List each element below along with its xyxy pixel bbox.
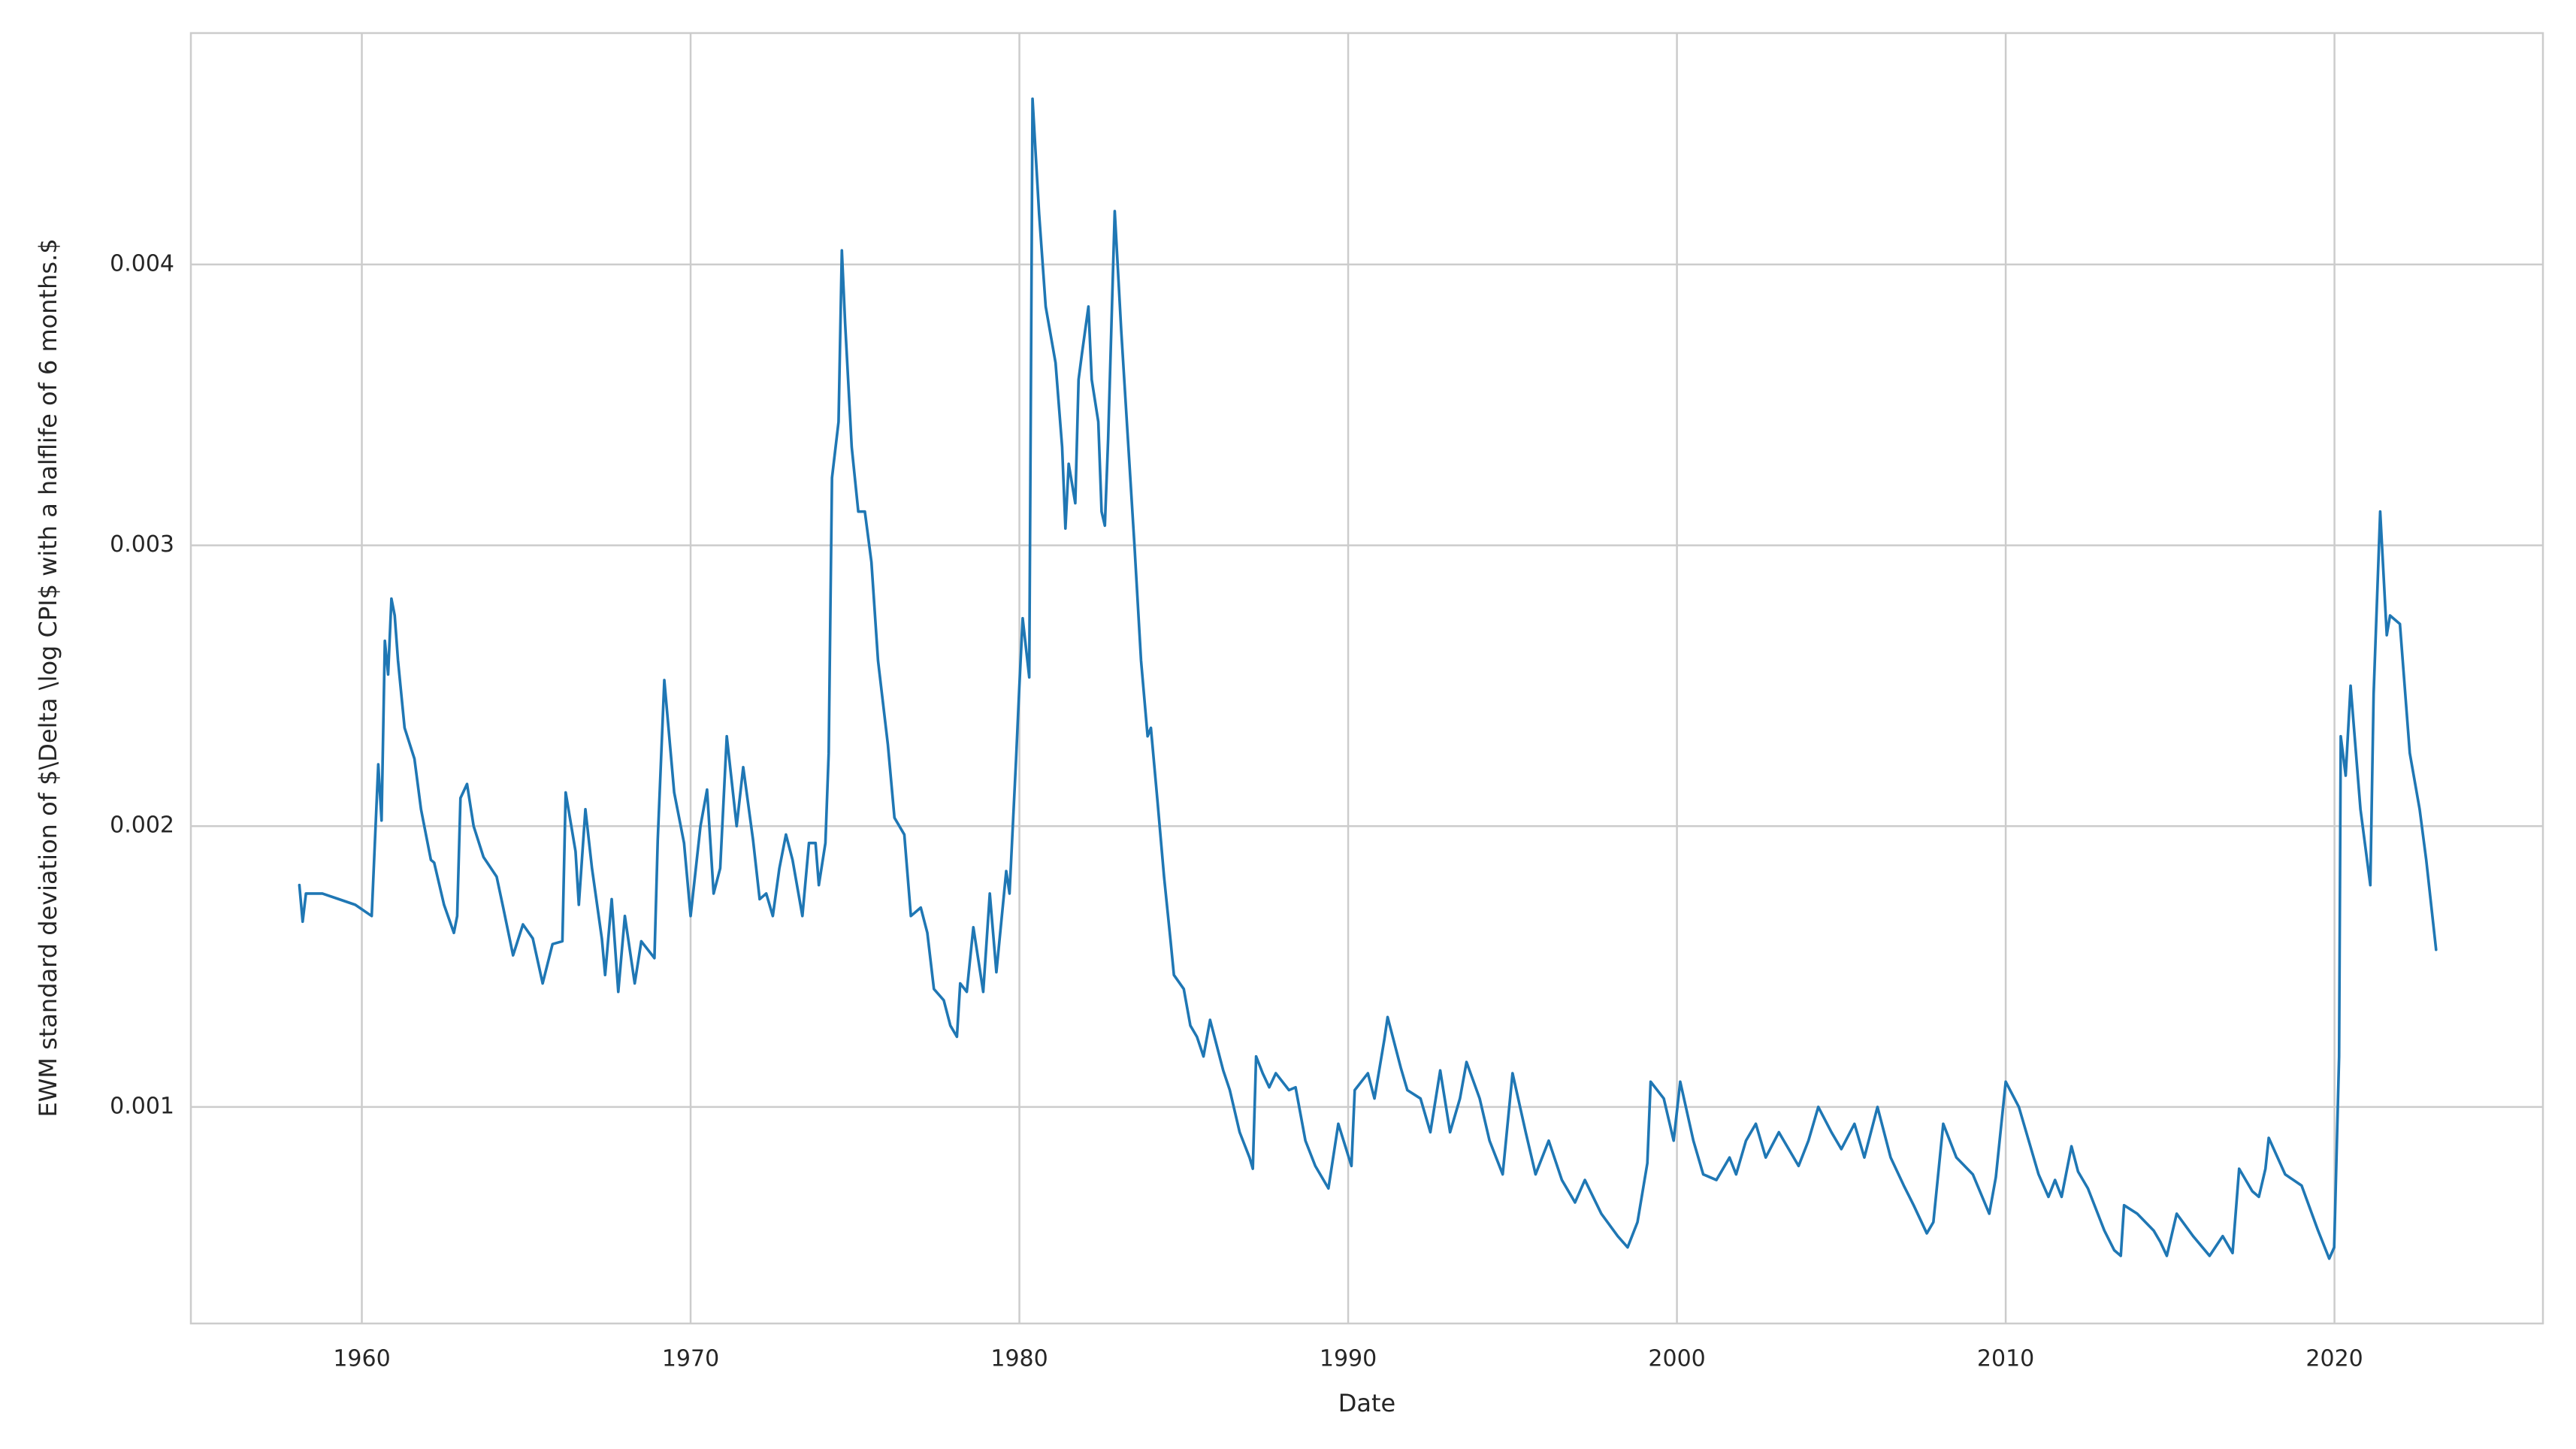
y-tick-label: 0.003: [110, 531, 174, 558]
x-tick-label: 1980: [990, 1346, 1048, 1372]
x-axis-label: Date: [1338, 1389, 1395, 1417]
y-tick-label: 0.001: [110, 1093, 174, 1119]
x-tick-label: 2020: [2305, 1346, 2363, 1372]
x-tick-label: 1960: [333, 1346, 390, 1372]
y-tick-label: 0.002: [110, 812, 174, 839]
data-line: [298, 97, 2438, 1260]
x-tick-label: 2010: [1977, 1346, 2034, 1372]
x-tick-label: 2000: [1648, 1346, 1705, 1372]
axes-frame: [189, 32, 2544, 1325]
y-axis-label: EWM standard deviation of $\Delta \log C…: [34, 238, 62, 1117]
x-tick-label: 1990: [1320, 1346, 1377, 1372]
y-tick-label: 0.004: [110, 250, 174, 277]
plot-area: [298, 97, 2438, 1260]
x-tick-label: 1970: [662, 1346, 719, 1372]
